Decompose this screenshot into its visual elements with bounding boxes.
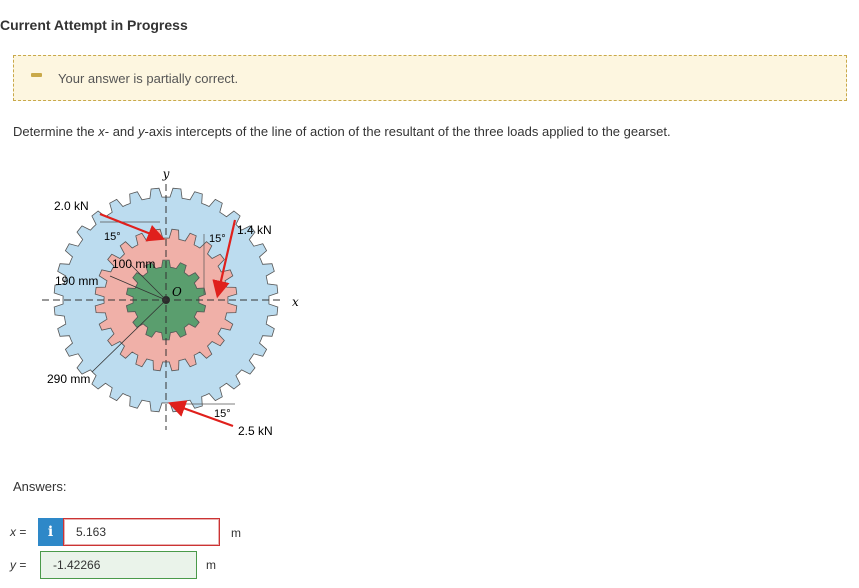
x-answer-eq: = <box>16 525 27 539</box>
banner-message: Your answer is partially correct. <box>58 71 239 86</box>
load-arrow-right <box>212 219 237 299</box>
y-answer-var: y <box>10 558 16 572</box>
angle-label-bottom: 15° <box>214 408 231 420</box>
question-part3: -axis intercepts of the line of action o… <box>144 124 671 139</box>
angle-label-right: 15° <box>209 233 226 245</box>
question-part2: - and <box>104 124 139 139</box>
x-answer-label: x = <box>10 525 26 539</box>
page-title: Current Attempt in Progress <box>0 17 188 33</box>
partial-correct-banner: Your answer is partially correct. <box>13 55 847 101</box>
radius-label-inner: 100 mm <box>112 257 155 271</box>
angle-label-top: 15° <box>104 231 121 243</box>
question-x-var: x <box>98 124 105 139</box>
y-answer-input[interactable]: -1.42266 <box>40 551 197 579</box>
y-answer-label: y = <box>10 558 26 572</box>
x-answer-unit: m <box>231 526 241 540</box>
question-part1: Determine the <box>13 124 99 139</box>
y-answer-eq: = <box>16 558 27 572</box>
load-label-bottom: 2.5 kN <box>238 424 273 438</box>
load-label-right: 1.4 kN <box>237 223 272 237</box>
question-y-var: y <box>138 124 145 139</box>
radius-label-outer: 290 mm <box>47 372 90 386</box>
question-text: Determine the x- and y-axis intercepts o… <box>13 124 671 139</box>
y-answer-unit: m <box>206 558 216 572</box>
info-button[interactable]: i <box>38 518 63 546</box>
gearset-diagram: y x O 2.0 kN 1.4 kN 2.5 kN 15° 15° 15° 1… <box>42 167 299 438</box>
answers-label: Answers: <box>13 479 67 494</box>
load-arrow-bottom <box>167 400 234 428</box>
radius-line-middle <box>109 275 167 301</box>
radius-label-middle: 190 mm <box>55 274 98 288</box>
origin-label: O <box>172 285 182 299</box>
x-axis-label: x <box>292 295 299 309</box>
load-arrow-top <box>99 212 166 242</box>
radius-line-inner <box>129 263 167 301</box>
x-answer-input[interactable]: 5.163 <box>63 518 220 546</box>
y-axis-label: y <box>162 167 170 181</box>
partial-status-icon <box>31 73 42 77</box>
load-label-top: 2.0 kN <box>54 199 89 213</box>
radius-line-outer <box>91 299 167 373</box>
x-answer-var: x <box>10 525 16 539</box>
gearset-figure: y x O 2.0 kN 1.4 kN 2.5 kN 15° 15° 15° 1… <box>30 162 330 457</box>
